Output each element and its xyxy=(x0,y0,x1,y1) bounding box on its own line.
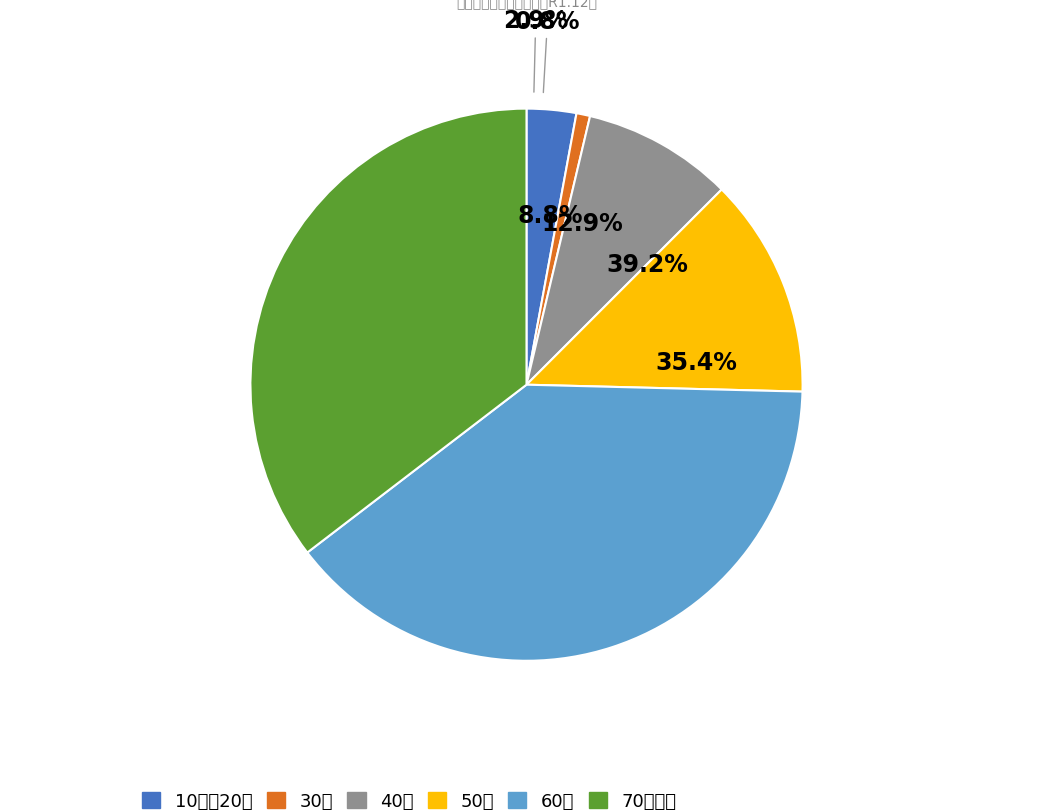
Text: 12.9%: 12.9% xyxy=(541,212,623,235)
Text: 39.2%: 39.2% xyxy=(607,252,689,277)
Wedge shape xyxy=(526,191,802,393)
Text: 8.8%: 8.8% xyxy=(518,204,583,228)
Text: 35.4%: 35.4% xyxy=(655,350,737,375)
Wedge shape xyxy=(526,109,577,385)
Legend: 10代・20代, 30代, 40代, 50代, 60代, 70代以上: 10代・20代, 30代, 40代, 50代, 60代, 70代以上 xyxy=(135,785,683,811)
Wedge shape xyxy=(526,114,590,385)
Text: 2.9%: 2.9% xyxy=(503,10,569,93)
Wedge shape xyxy=(307,385,802,661)
Wedge shape xyxy=(526,117,721,385)
Title: 団体構成員　平均年齢（R1.12）: 団体構成員 平均年齢（R1.12） xyxy=(456,0,597,9)
Wedge shape xyxy=(251,109,526,553)
Text: 0.8%: 0.8% xyxy=(515,10,580,93)
